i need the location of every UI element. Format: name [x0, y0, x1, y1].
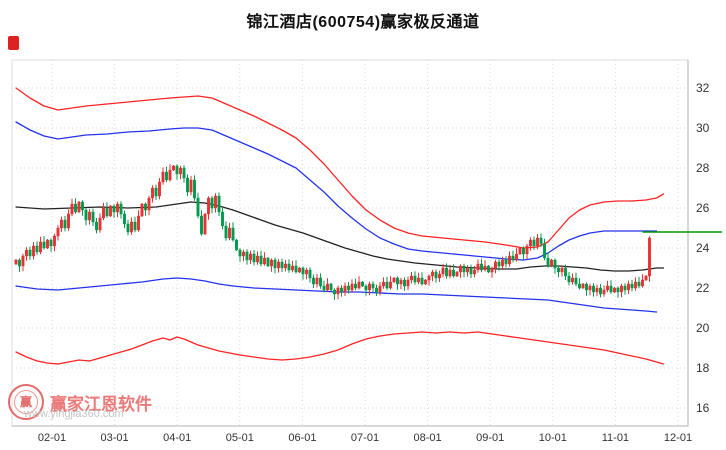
svg-text:03-01: 03-01	[101, 432, 129, 444]
y-axis-labels: 16 18 20 22 24 26 28 30 32	[696, 81, 710, 415]
svg-text:10-01: 10-01	[539, 432, 567, 444]
grid-layer	[12, 60, 688, 426]
svg-text:09-01: 09-01	[476, 432, 504, 444]
svg-text:28: 28	[696, 161, 710, 175]
chart-title: 锦江酒店(600754)赢家极反通道	[246, 14, 480, 31]
channel-lines-layer	[15, 87, 665, 365]
svg-text:08-01: 08-01	[414, 432, 442, 444]
svg-text:02-01: 02-01	[38, 432, 66, 444]
svg-text:06-01: 06-01	[288, 432, 316, 444]
svg-text:11-01: 11-01	[602, 432, 629, 444]
svg-text:07-01: 07-01	[351, 432, 379, 444]
svg-text:16: 16	[696, 401, 710, 415]
candles-layer	[14, 164, 652, 300]
svg-text:05-01: 05-01	[226, 432, 254, 444]
svg-text:20: 20	[696, 321, 710, 335]
svg-text:22: 22	[696, 281, 710, 295]
svg-text:32: 32	[696, 81, 710, 95]
svg-text:24: 24	[696, 241, 710, 255]
x-axis-labels: 02-01 03-01 04-01 05-01 06-01 07-01 08-01 09-01…	[38, 432, 692, 444]
svg-text:26: 26	[696, 201, 710, 215]
axis-frame	[11, 59, 689, 427]
svg-text:04-01: 04-01	[163, 432, 191, 444]
svg-text:18: 18	[696, 361, 710, 375]
svg-text:12-01: 12-01	[664, 432, 692, 444]
svg-text:30: 30	[696, 121, 710, 135]
kline-badge-icon	[8, 36, 19, 50]
